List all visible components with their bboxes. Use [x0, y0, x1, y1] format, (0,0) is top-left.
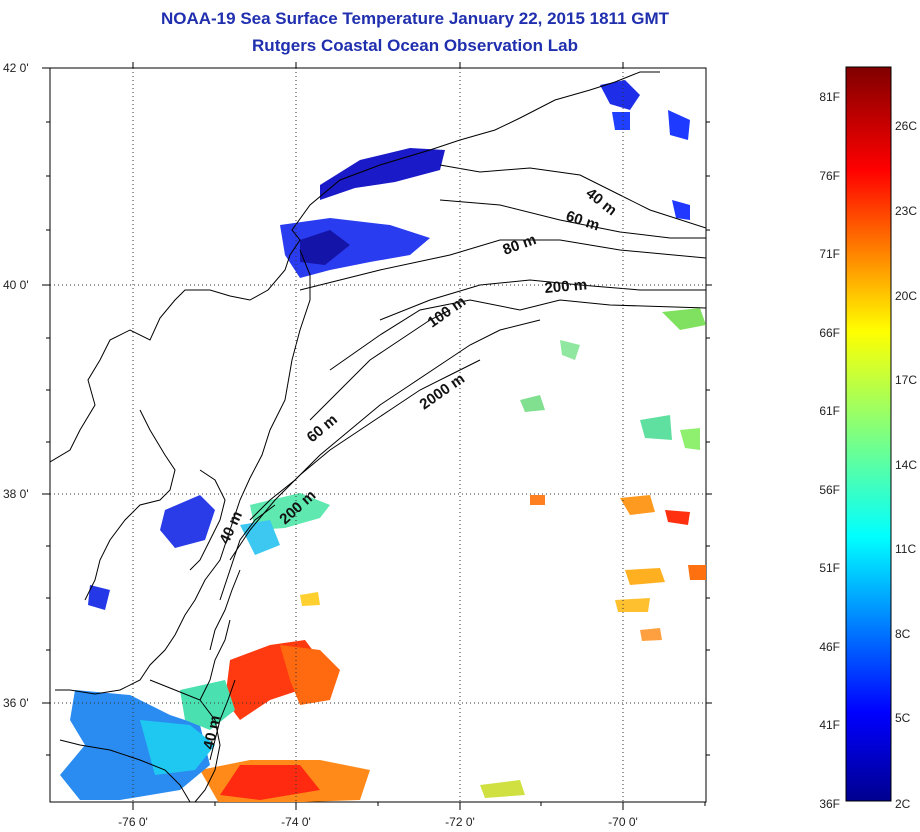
lat-label: 36 0'	[3, 696, 29, 710]
coastline	[50, 71, 660, 802]
bathymetry-contours	[199, 164, 706, 761]
lon-label: -76 0'	[118, 815, 148, 829]
colorbar-c-label: 23C	[895, 204, 917, 218]
colorbar-f-label: 36F	[819, 797, 840, 811]
colorbar-c-label: 2C	[895, 797, 911, 811]
map-title: NOAA-19 Sea Surface Temperature January …	[160, 9, 670, 28]
lon-label: -70 0'	[608, 815, 638, 829]
lat-label: 42 0'	[3, 61, 29, 75]
colorbar-c-label: 26C	[895, 119, 917, 133]
colorbar-c-label: 8C	[895, 627, 911, 641]
colorbar-f-label: 76F	[819, 169, 840, 183]
colorbar-f-label: 56F	[819, 483, 840, 497]
colorbar-celsius-labels: 26C 23C 20C 17C 14C 11C 8C 5C 2C	[895, 119, 917, 811]
colorbar-c-label: 17C	[895, 373, 917, 387]
colorbar-c-label: 11C	[895, 542, 916, 556]
graticule	[50, 68, 706, 802]
colorbar-fahrenheit-labels: 81F 76F 71F 66F 61F 56F 51F 46F 41F 36F	[819, 90, 840, 811]
lon-label: -74 0'	[281, 815, 311, 829]
lon-label: -72 0'	[445, 815, 475, 829]
contour-label: 40 m	[200, 714, 224, 751]
tick-marks	[42, 62, 712, 810]
colorbar-f-label: 41F	[819, 718, 840, 732]
colorbar-f-label: 71F	[819, 247, 840, 261]
contour-label: 200 m	[544, 276, 588, 297]
lat-label: 38 0'	[3, 487, 29, 501]
map-subtitle: Rutgers Coastal Ocean Observation Lab	[252, 36, 578, 55]
colorbar-f-label: 61F	[819, 404, 840, 418]
colorbar-f-label: 81F	[819, 90, 840, 104]
colorbar-f-label: 51F	[819, 561, 840, 575]
lat-label: 40 0'	[3, 278, 29, 292]
colorbar-c-label: 5C	[895, 711, 911, 725]
colorbar-c-label: 20C	[895, 289, 917, 303]
colorbar-f-label: 66F	[819, 326, 840, 340]
map-frame	[49, 67, 707, 803]
colorbar-f-label: 46F	[819, 640, 840, 654]
colorbar	[845, 66, 892, 802]
sst-data-layer	[60, 80, 706, 802]
colorbar-c-label: 14C	[895, 458, 917, 472]
